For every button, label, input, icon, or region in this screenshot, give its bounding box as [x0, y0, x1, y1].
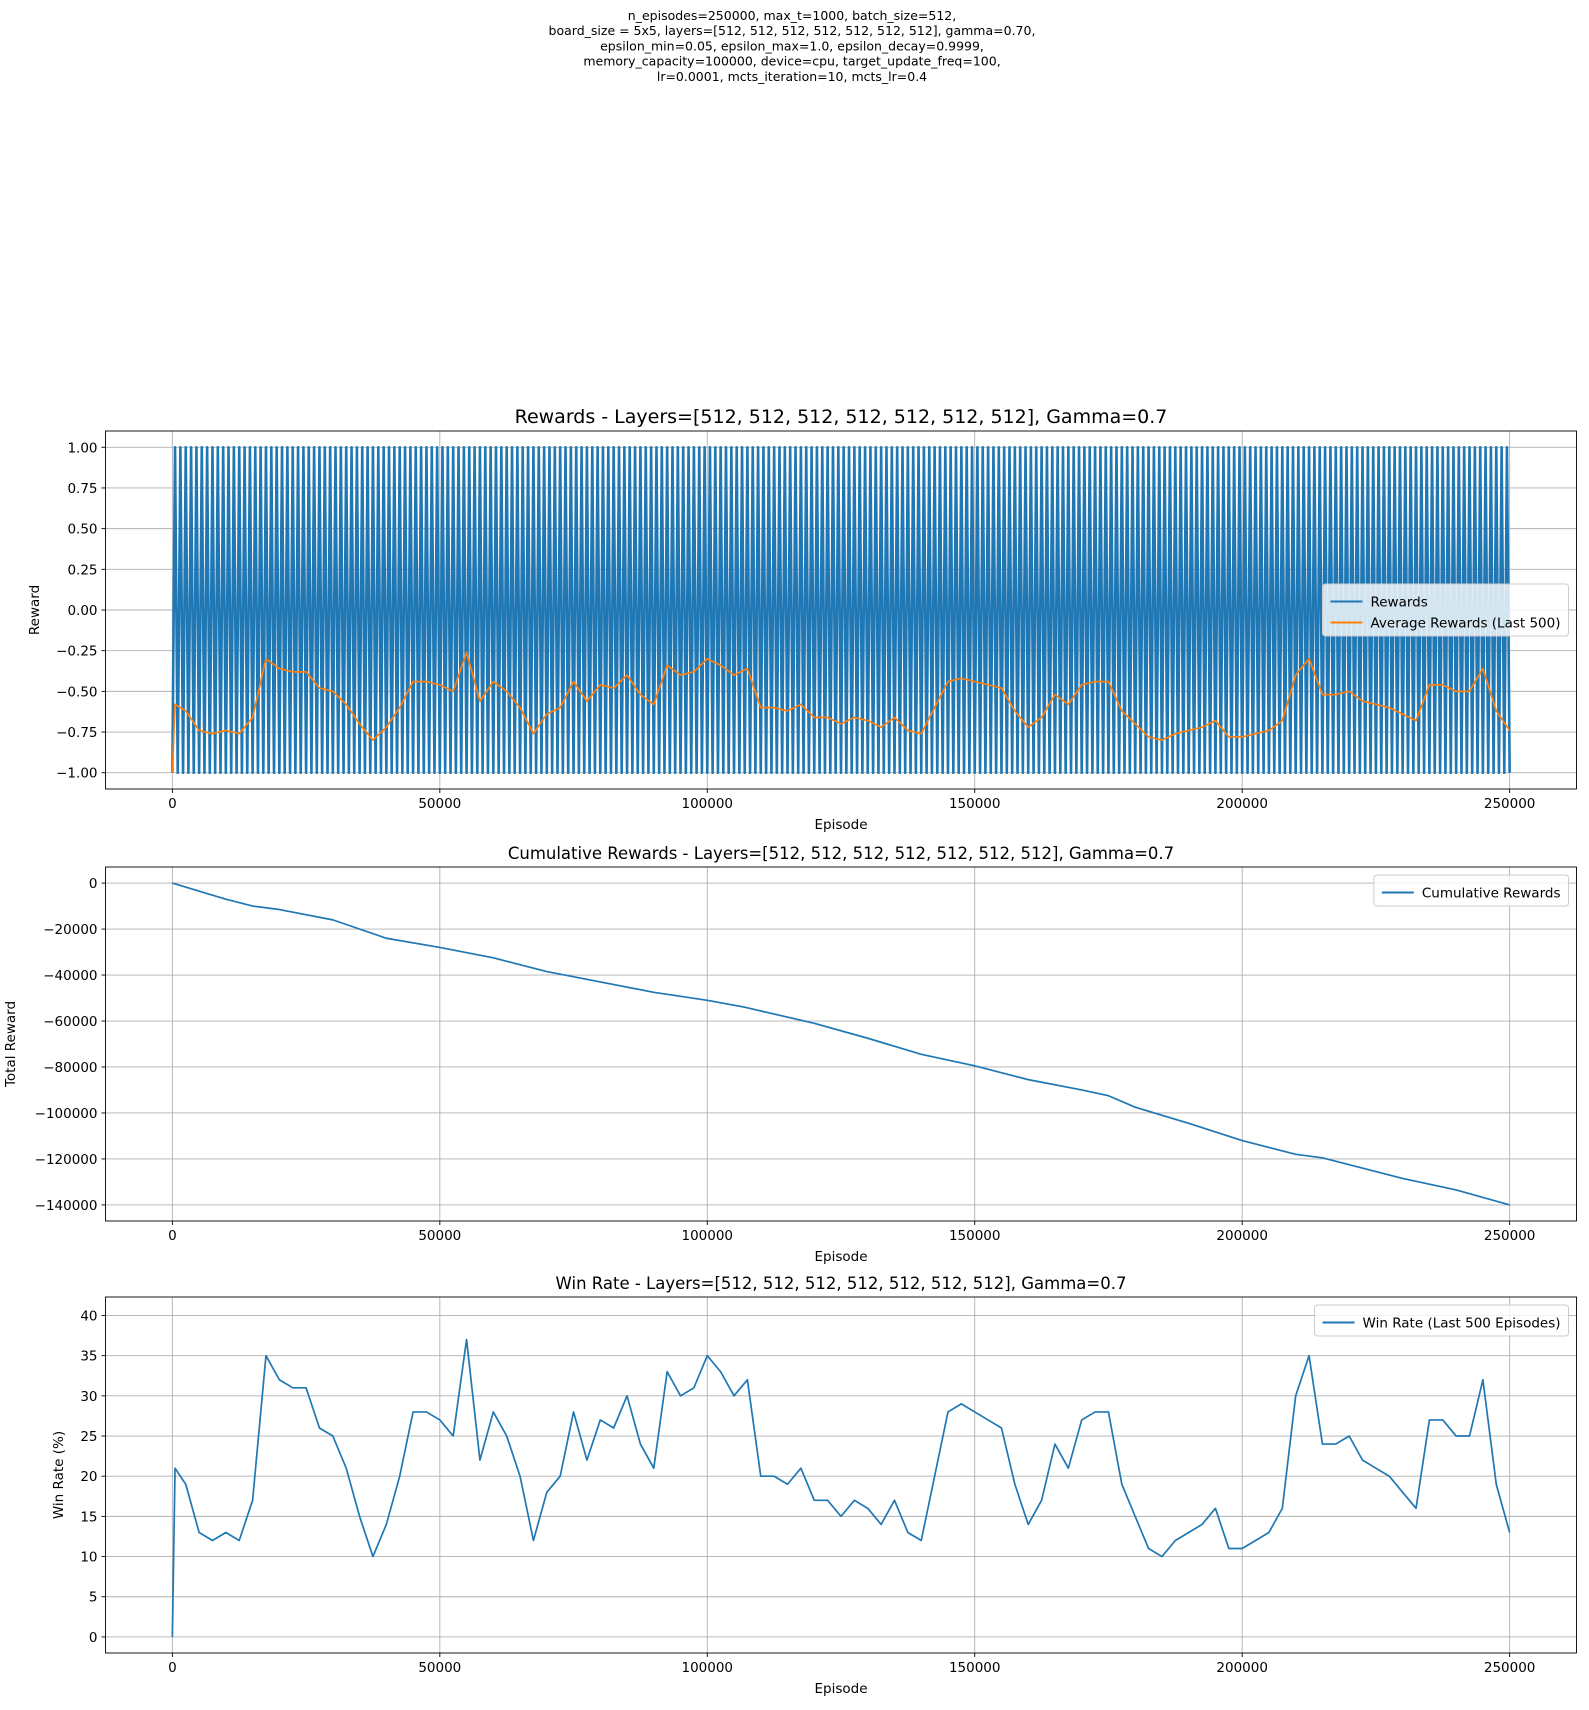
x-tick-label: 50000: [418, 1660, 461, 1676]
y-tick-label: 0: [89, 1630, 98, 1646]
x-tick-label: 50000: [418, 1228, 461, 1244]
series-line: [171, 1338, 1511, 1637]
y-tick-label: −0.25: [56, 644, 97, 660]
suptitle-line: n_episodes=250000, max_t=1000, batch_siz…: [628, 8, 956, 23]
y-tick-label: 35: [80, 1349, 97, 1365]
x-tick-label: 200000: [1216, 1228, 1268, 1244]
x-tick-label: 150000: [949, 1228, 1001, 1244]
suptitle-line: board_size = 5x5, layers=[512, 512, 512,…: [549, 23, 1036, 38]
x-axis-label: Episode: [814, 1249, 867, 1265]
y-tick-label: 10: [80, 1550, 97, 1566]
y-tick-label: 0.25: [67, 562, 97, 578]
subplot-title: Cumulative Rewards - Layers=[512, 512, 5…: [508, 844, 1174, 863]
y-tick-label: −0.50: [56, 684, 97, 700]
x-tick-label: 150000: [949, 796, 1001, 812]
legend-box: [1321, 583, 1569, 637]
series-line: [171, 651, 1511, 773]
x-tick-label: 250000: [1484, 1228, 1536, 1244]
x-tick-label: 200000: [1216, 796, 1268, 812]
y-tick-label: 1.00: [67, 440, 97, 456]
legend-label: Cumulative Rewards: [1422, 886, 1561, 902]
y-tick-label: 0.50: [67, 522, 97, 538]
y-tick-label: −60000: [43, 1014, 97, 1030]
legend: Cumulative Rewards: [1373, 874, 1569, 907]
y-tick-label: −80000: [43, 1060, 97, 1076]
x-axis-label: Episode: [814, 817, 867, 833]
y-tick-label: −100000: [35, 1106, 98, 1122]
subplot: 0 50000 100000 150000 200000 250000 −140000 −12…: [3, 844, 1577, 1265]
legend-box: [1314, 1304, 1569, 1337]
y-tick-label: −40000: [43, 968, 97, 984]
legend-label: Win Rate (Last 500 Episodes): [1363, 1316, 1561, 1332]
y-tick-label: 0: [89, 876, 98, 892]
x-tick-label: 250000: [1484, 796, 1536, 812]
x-axis-label: Episode: [814, 1681, 867, 1697]
x-tick-label: 100000: [681, 1660, 733, 1676]
x-tick-label: 250000: [1484, 1660, 1536, 1676]
series-line: [171, 445, 1511, 775]
legend-label: Rewards: [1370, 595, 1427, 611]
axes-frame: [105, 866, 1577, 1222]
legend: Win Rate (Last 500 Episodes): [1314, 1304, 1569, 1337]
y-tick-label: 15: [80, 1509, 97, 1525]
x-tick-label: 0: [168, 1228, 177, 1244]
y-tick-label: 20: [80, 1469, 97, 1485]
y-tick-label: −1.00: [56, 766, 97, 782]
y-axis-label: Reward: [27, 585, 43, 635]
y-tick-label: 40: [80, 1308, 97, 1324]
x-tick-label: 100000: [681, 796, 733, 812]
suptitle-line: memory_capacity=100000, device=cpu, targ…: [583, 54, 1000, 69]
y-tick-label: −20000: [43, 922, 97, 938]
y-tick-label: 0.75: [67, 481, 97, 497]
legend-label: Average Rewards (Last 500): [1370, 616, 1560, 632]
axes-frame: [105, 430, 1577, 790]
y-axis-label: Total Reward: [3, 1001, 19, 1088]
y-tick-label: 30: [80, 1389, 97, 1405]
y-tick-label: −0.75: [56, 725, 97, 741]
x-tick-label: 200000: [1216, 1660, 1268, 1676]
subplot: 0 50000 100000 150000 200000 250000 0 5 10 15 20 25…: [51, 1274, 1577, 1697]
x-tick-label: 0: [168, 796, 177, 812]
x-tick-label: 0: [168, 1660, 177, 1676]
y-tick-label: 0.00: [67, 603, 97, 619]
x-tick-label: 100000: [681, 1228, 733, 1244]
axes-frame: [105, 1296, 1577, 1654]
subplot-title: Rewards - Layers=[512, 512, 512, 512, 51…: [515, 406, 1168, 428]
legend: Rewards Average Rewards (Last 500): [1321, 583, 1569, 637]
y-tick-label: −140000: [35, 1198, 98, 1214]
x-tick-label: 150000: [949, 1660, 1001, 1676]
suptitle-line: epsilon_min=0.05, epsilon_max=1.0, epsil…: [600, 38, 984, 53]
y-tick-label: −120000: [35, 1152, 98, 1168]
y-tick-label: 5: [89, 1590, 98, 1606]
x-tick-label: 50000: [418, 796, 461, 812]
suptitle-line: lr=0.0001, mcts_iteration=10, mcts_lr=0.…: [657, 69, 927, 84]
y-tick-label: 25: [80, 1429, 97, 1445]
y-axis-label: Win Rate (%): [51, 1431, 67, 1519]
subplot-title: Win Rate - Layers=[512, 512, 512, 512, 5…: [556, 1274, 1127, 1293]
legend-box: [1373, 874, 1569, 907]
series-line: [172, 882, 1510, 1206]
subplot: 0 50000 100000 150000 200000 250000 −1.00 −0.75…: [27, 406, 1577, 833]
